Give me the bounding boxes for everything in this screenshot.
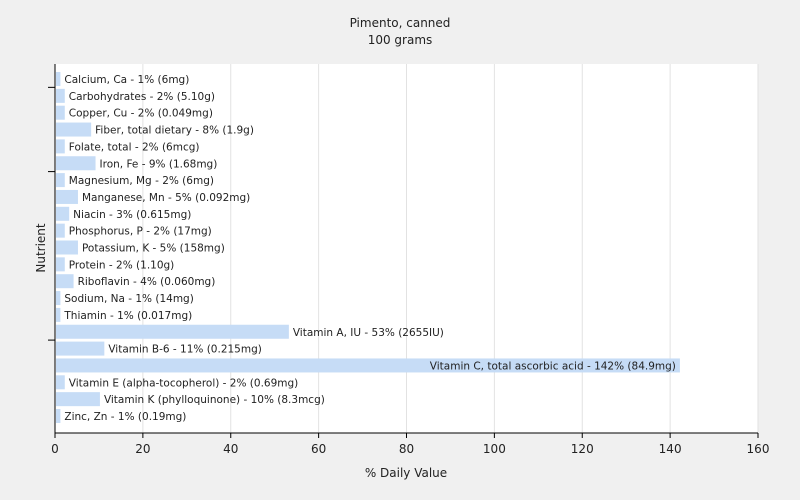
bar-label: Copper, Cu - 2% (0.049mg) — [69, 108, 213, 120]
bar — [56, 72, 60, 86]
bar — [56, 123, 91, 137]
bar — [56, 190, 78, 204]
bar-label: Riboflavin - 4% (0.060mg) — [78, 276, 216, 288]
x-tick-label: 140 — [659, 442, 682, 456]
bar-label: Vitamin A, IU - 53% (2655IU) — [293, 327, 444, 339]
x-tick-label: 60 — [311, 442, 326, 456]
x-tick-label: 120 — [571, 442, 594, 456]
bar — [56, 173, 65, 187]
bar — [56, 241, 78, 255]
bar-label: Vitamin K (phylloquinone) - 10% (8.3mcg) — [104, 394, 325, 406]
bar-label: Fiber, total dietary - 8% (1.9g) — [95, 125, 254, 137]
x-tick-label: 100 — [483, 442, 506, 456]
bar — [56, 325, 289, 339]
bar — [56, 224, 65, 238]
chart-title: Pimento, canned — [350, 16, 451, 30]
bar-label: Calcium, Ca - 1% (6mg) — [64, 74, 189, 86]
bar — [56, 89, 65, 103]
x-tick-label: 40 — [223, 442, 238, 456]
x-tick-label: 80 — [399, 442, 414, 456]
bar-label: Carbohydrates - 2% (5.10g) — [69, 91, 215, 103]
x-tick-label: 20 — [135, 442, 150, 456]
bar — [56, 207, 69, 221]
bar — [56, 342, 104, 356]
bar-label: Phosphorus, P - 2% (17mg) — [69, 226, 212, 238]
bar — [56, 274, 74, 288]
bar-label: Vitamin C, total ascorbic acid - 142% (8… — [430, 360, 676, 372]
bar-label: Protein - 2% (1.10g) — [69, 259, 175, 271]
bar-label: Zinc, Zn - 1% (0.19mg) — [64, 411, 186, 423]
bar-label: Thiamin - 1% (0.017mg) — [63, 310, 192, 322]
bar — [56, 291, 60, 305]
bar-label: Iron, Fe - 9% (1.68mg) — [100, 158, 218, 170]
bar-label: Folate, total - 2% (6mcg) — [69, 141, 200, 153]
bar-label: Niacin - 3% (0.615mg) — [73, 209, 191, 221]
bar — [56, 392, 100, 406]
bar — [56, 156, 96, 170]
y-axis-label: Nutrient — [34, 223, 48, 273]
x-tick-labels: 0 20 40 60 80 100 120 140 160 — [51, 442, 769, 456]
bar-label: Magnesium, Mg - 2% (6mg) — [69, 175, 214, 187]
bar — [56, 139, 65, 153]
x-axis-label: % Daily Value — [365, 466, 447, 480]
bar — [56, 409, 60, 423]
bar-label: Manganese, Mn - 5% (0.092mg) — [82, 192, 250, 204]
x-tick-label: 160 — [747, 442, 770, 456]
bar — [56, 106, 65, 120]
bar — [56, 375, 65, 389]
bar — [56, 257, 65, 271]
chart-subtitle: 100 grams — [368, 33, 433, 47]
bar-label: Vitamin E (alpha-tocopherol) - 2% (0.69m… — [69, 377, 299, 389]
bar-label: Vitamin B-6 - 11% (0.215mg) — [108, 344, 262, 356]
bar-label: Sodium, Na - 1% (14mg) — [64, 293, 193, 305]
bar — [56, 308, 60, 322]
bar-label: Potassium, K - 5% (158mg) — [82, 243, 225, 255]
x-tick-label: 0 — [51, 442, 59, 456]
